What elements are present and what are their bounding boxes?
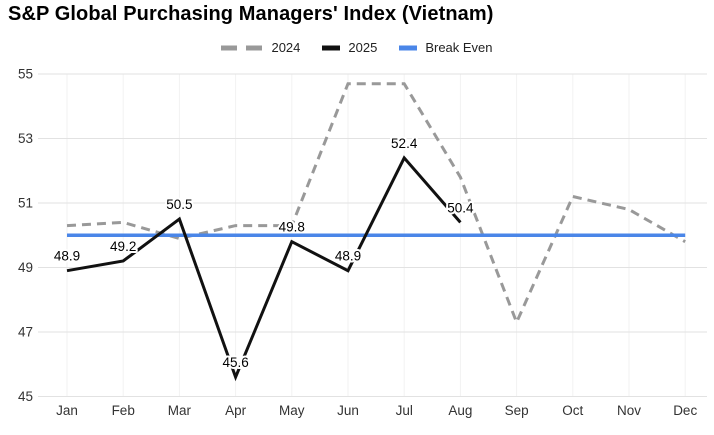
series-line-2025 [66,155,462,382]
x-tick-label: Oct [562,403,583,418]
legend-label: Break Even [425,40,493,55]
data-label: 48.9 [335,249,361,264]
legend-item-2025: 2025 [322,40,377,55]
y-tick-label: 53 [18,131,33,146]
data-label: 48.9 [54,249,80,264]
legend-label: 2024 [271,40,301,55]
data-label: 50.5 [166,197,192,212]
x-tick-label: Jan [56,403,78,418]
chart-legend: 2024 2025 Break Even [0,40,714,55]
x-tick-label: Aug [448,403,472,418]
x-tick-label: Jun [337,403,359,418]
x-tick-label: Mar [168,403,192,418]
x-tick-label: Jul [396,403,413,418]
x-tick-label: May [279,403,305,418]
y-tick-label: 51 [18,196,33,211]
data-label: 49.8 [279,220,305,235]
x-tick-label: Feb [112,403,135,418]
data-label: 50.4 [447,200,474,215]
x-tick-label: Dec [673,403,697,418]
legend-item-break-even: Break Even [399,40,493,55]
data-label: 52.4 [391,136,418,151]
x-tick-label: Apr [225,403,247,418]
legend-item-2024: 2024 [221,40,300,55]
legend-swatch-icon [322,45,341,50]
data-label: 49.2 [110,239,136,254]
y-tick-label: 45 [18,389,33,404]
legend-label: 2025 [348,40,378,55]
data-label: 45.6 [222,355,248,370]
y-tick-label: 55 [18,67,33,82]
y-tick-label: 47 [18,325,33,340]
x-tick-label: Sep [505,403,529,418]
y-tick-label: 49 [18,260,33,275]
x-tick-label: Nov [617,403,641,418]
chart-title: S&P Global Purchasing Managers' Index (V… [8,3,494,25]
legend-swatch-icon [399,45,418,50]
legend-swatch-icon [221,45,264,50]
